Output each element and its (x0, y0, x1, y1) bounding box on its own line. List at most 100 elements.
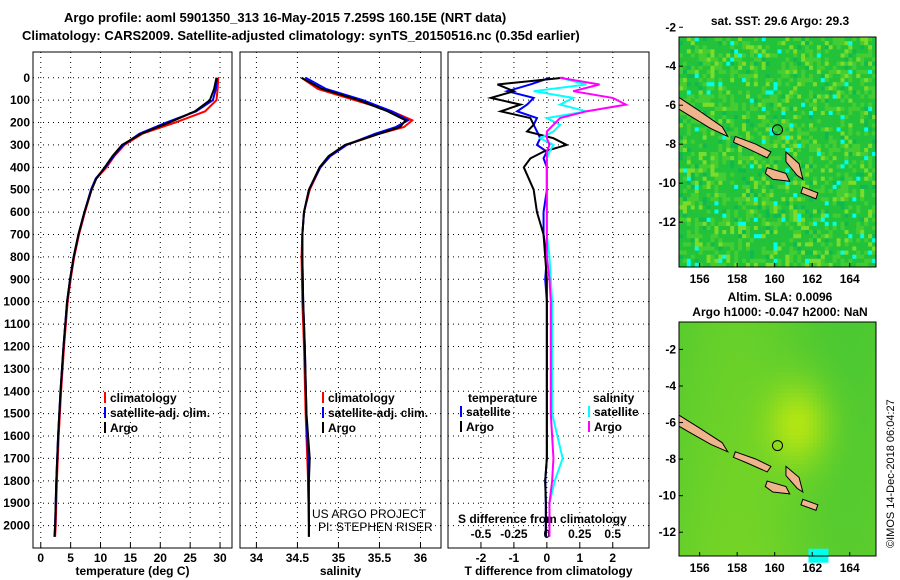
map-cell (694, 45, 700, 50)
map-cell (789, 188, 794, 194)
map-cell (753, 434, 759, 440)
map-cell (852, 139, 857, 145)
map-cell (726, 380, 731, 386)
map-cell (769, 90, 775, 95)
map-cell (702, 501, 708, 507)
map-cell (864, 139, 869, 145)
map-cell (702, 363, 708, 369)
map-cell (793, 489, 798, 494)
map-cell (789, 110, 794, 116)
map-cell (702, 73, 708, 79)
map-cell (864, 172, 869, 178)
map-cell (749, 57, 755, 63)
map-cell (714, 330, 719, 336)
map-cell (690, 147, 696, 153)
map-cell (690, 188, 696, 194)
map-cell (686, 53, 692, 59)
map-cell (824, 98, 830, 104)
map-cell (749, 447, 755, 453)
map-cell (781, 37, 786, 42)
map-cell (730, 355, 735, 361)
map-cell (742, 418, 747, 423)
map-cell (797, 110, 802, 116)
map-cell (769, 193, 775, 198)
map-cell (824, 201, 830, 206)
map-cell (753, 480, 759, 486)
map-cell (777, 201, 782, 206)
map-cell (856, 234, 861, 239)
map-cell (836, 139, 842, 145)
map-cell (789, 127, 794, 132)
map-cell (702, 230, 708, 235)
map-cell (702, 250, 708, 256)
map-cell (694, 156, 700, 161)
map-cell (726, 526, 731, 532)
map-cell (805, 376, 810, 381)
map-cell (761, 330, 767, 336)
map-cell (745, 217, 751, 223)
map-cell (801, 246, 806, 252)
map-cell (820, 115, 826, 120)
map-cell (702, 106, 708, 112)
map-cell (745, 135, 751, 141)
map-cell (852, 168, 857, 174)
map-cell (702, 376, 708, 381)
map-cell (801, 176, 806, 182)
map-cell (749, 514, 755, 519)
map-cell (805, 347, 810, 352)
map-cell (868, 246, 873, 252)
map-cell (753, 139, 759, 145)
map-cell (777, 430, 782, 436)
map-cell (698, 172, 704, 178)
map-cell (738, 147, 743, 153)
map-cell (765, 455, 771, 461)
map-cell (856, 86, 861, 91)
map-cell (718, 409, 723, 415)
map-cell (726, 147, 731, 153)
map-cell (714, 180, 719, 186)
map-cell (702, 535, 708, 540)
map-cell (686, 234, 692, 239)
map-cell (714, 426, 719, 432)
map-cell (793, 209, 798, 215)
map-cell (777, 168, 782, 174)
credit-project: US ARGO PROJECT (312, 507, 427, 521)
map-cell (742, 367, 747, 373)
map-cell (797, 238, 802, 243)
map-cell (710, 393, 715, 398)
map-cell (868, 152, 873, 157)
map-cell (812, 459, 818, 465)
map-cell (698, 526, 704, 532)
map-cell (726, 180, 731, 186)
map-cell (785, 221, 790, 227)
map-cell (698, 45, 704, 50)
map-cell (686, 197, 692, 202)
map-cell (844, 254, 849, 260)
map-cell (765, 61, 771, 67)
map-cell (679, 139, 684, 145)
map-cell (757, 172, 763, 178)
map-cell (694, 123, 700, 128)
map-cell (872, 246, 877, 252)
map-cell (730, 127, 735, 132)
map-cell (856, 143, 861, 149)
map-cell (694, 164, 700, 169)
map-cell (745, 188, 751, 194)
map-cell (745, 184, 751, 190)
map-cell (753, 106, 759, 112)
map-cell (840, 53, 845, 59)
map-cell (836, 213, 842, 219)
map-cell (698, 447, 704, 453)
map-cell (749, 110, 755, 116)
map-cell (734, 334, 739, 340)
map-cell (710, 518, 715, 524)
map-cell (726, 119, 731, 124)
map-cell (765, 380, 771, 386)
map-cell (852, 41, 857, 46)
map-cell (840, 110, 845, 116)
map-cell (730, 152, 735, 157)
map-cell (694, 501, 700, 507)
map-cell (698, 355, 704, 361)
map-cell (812, 65, 818, 71)
map-cell (797, 197, 802, 202)
